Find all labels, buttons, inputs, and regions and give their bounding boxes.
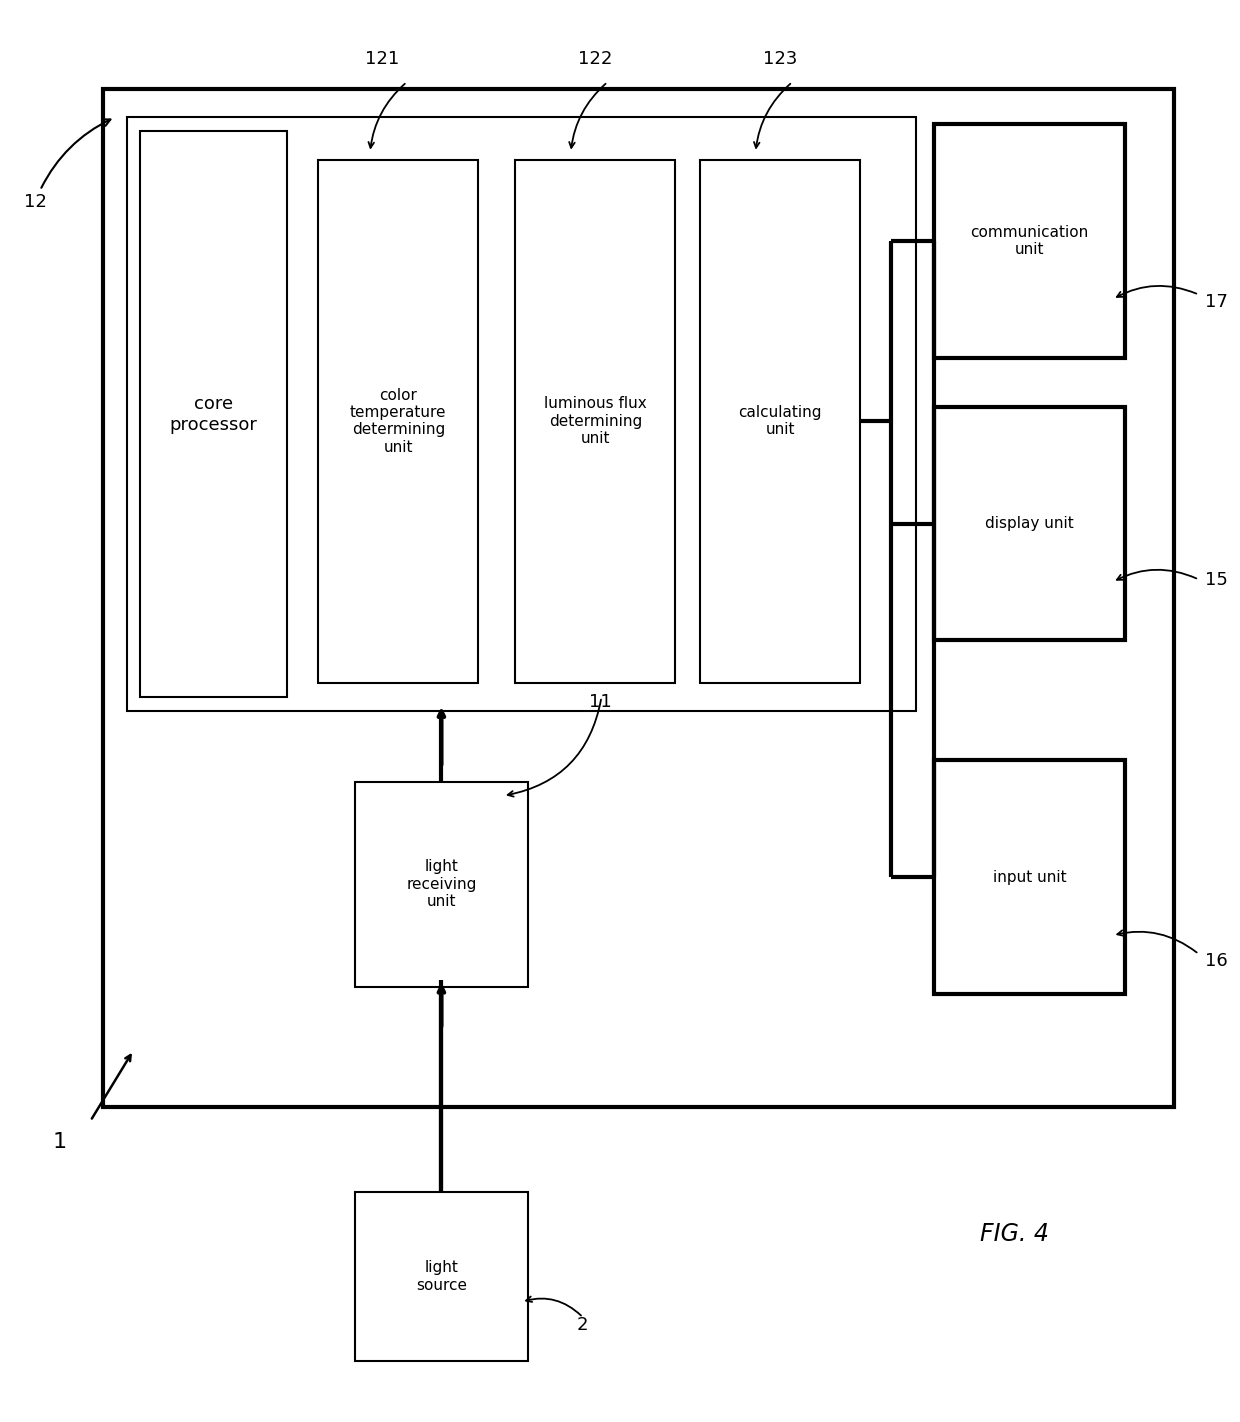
Text: 121: 121 [365, 50, 399, 68]
Bar [934, 761, 1125, 994]
Text: display unit: display unit [985, 516, 1074, 532]
Bar [128, 117, 915, 711]
Text: 2: 2 [577, 1315, 589, 1334]
Text: 1: 1 [52, 1132, 67, 1152]
Text: light
receiving
unit: light receiving unit [407, 859, 476, 909]
Bar [355, 782, 528, 987]
Text: core
processor: core processor [170, 395, 258, 434]
Text: 123: 123 [763, 50, 797, 68]
Text: 15: 15 [1205, 570, 1228, 589]
Text: color
temperature
determining
unit: color temperature determining unit [350, 388, 446, 455]
Text: input unit: input unit [993, 870, 1066, 884]
Bar [701, 159, 861, 683]
Bar [140, 131, 288, 697]
Bar [934, 124, 1125, 357]
Bar [103, 90, 1174, 1106]
Text: 17: 17 [1205, 293, 1228, 311]
Bar [355, 1192, 528, 1361]
Text: luminous flux
determining
unit: luminous flux determining unit [544, 397, 647, 447]
Text: FIG. 4: FIG. 4 [980, 1221, 1049, 1246]
Bar [319, 159, 479, 683]
Text: 11: 11 [589, 693, 613, 711]
Bar [934, 407, 1125, 640]
Text: 12: 12 [24, 119, 110, 210]
Text: 16: 16 [1205, 953, 1228, 970]
Bar [516, 159, 676, 683]
Text: communication
unit: communication unit [971, 225, 1089, 257]
Text: light
source: light source [415, 1260, 467, 1293]
Text: 122: 122 [578, 50, 613, 68]
Text: calculating
unit: calculating unit [738, 405, 822, 438]
